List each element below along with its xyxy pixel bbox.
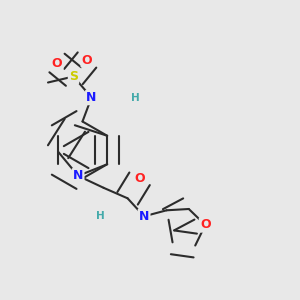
Text: H: H <box>96 211 105 221</box>
Text: O: O <box>134 172 145 185</box>
Text: S: S <box>69 70 78 83</box>
Text: H: H <box>130 92 139 103</box>
Text: O: O <box>82 53 92 67</box>
Text: N: N <box>73 169 83 182</box>
Text: O: O <box>52 56 62 70</box>
Text: N: N <box>139 210 149 223</box>
Text: N: N <box>86 91 97 104</box>
Text: O: O <box>200 218 211 231</box>
